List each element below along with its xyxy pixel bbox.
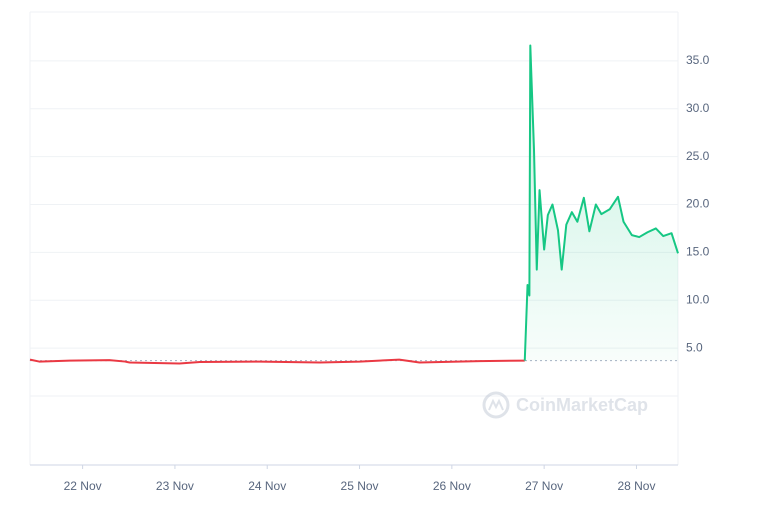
x-tick-label: 24 Nov	[248, 479, 286, 493]
y-tick-label: 25.0	[686, 149, 710, 163]
watermark-text: CoinMarketCap	[516, 395, 648, 415]
y-tick-label: 30.0	[686, 101, 710, 115]
y-tick-label: 35.0	[686, 53, 710, 67]
area-fill	[524, 45, 678, 361]
y-tick-label: 5.0	[686, 340, 703, 354]
x-tick-label: 25 Nov	[341, 479, 379, 493]
price-line	[523, 44, 679, 361]
x-tick-label: 28 Nov	[617, 479, 655, 493]
x-tick-label: 26 Nov	[433, 479, 471, 493]
x-tick-label: 27 Nov	[525, 479, 563, 493]
y-tick-label: 15.0	[686, 245, 710, 259]
price-line	[29, 358, 525, 365]
x-tick-label: 23 Nov	[156, 479, 194, 493]
y-tick-label: 20.0	[686, 197, 710, 211]
y-tick-label: 10.0	[686, 292, 710, 306]
x-tick-label: 22 Nov	[64, 479, 102, 493]
watermark: CoinMarketCap	[482, 391, 648, 419]
